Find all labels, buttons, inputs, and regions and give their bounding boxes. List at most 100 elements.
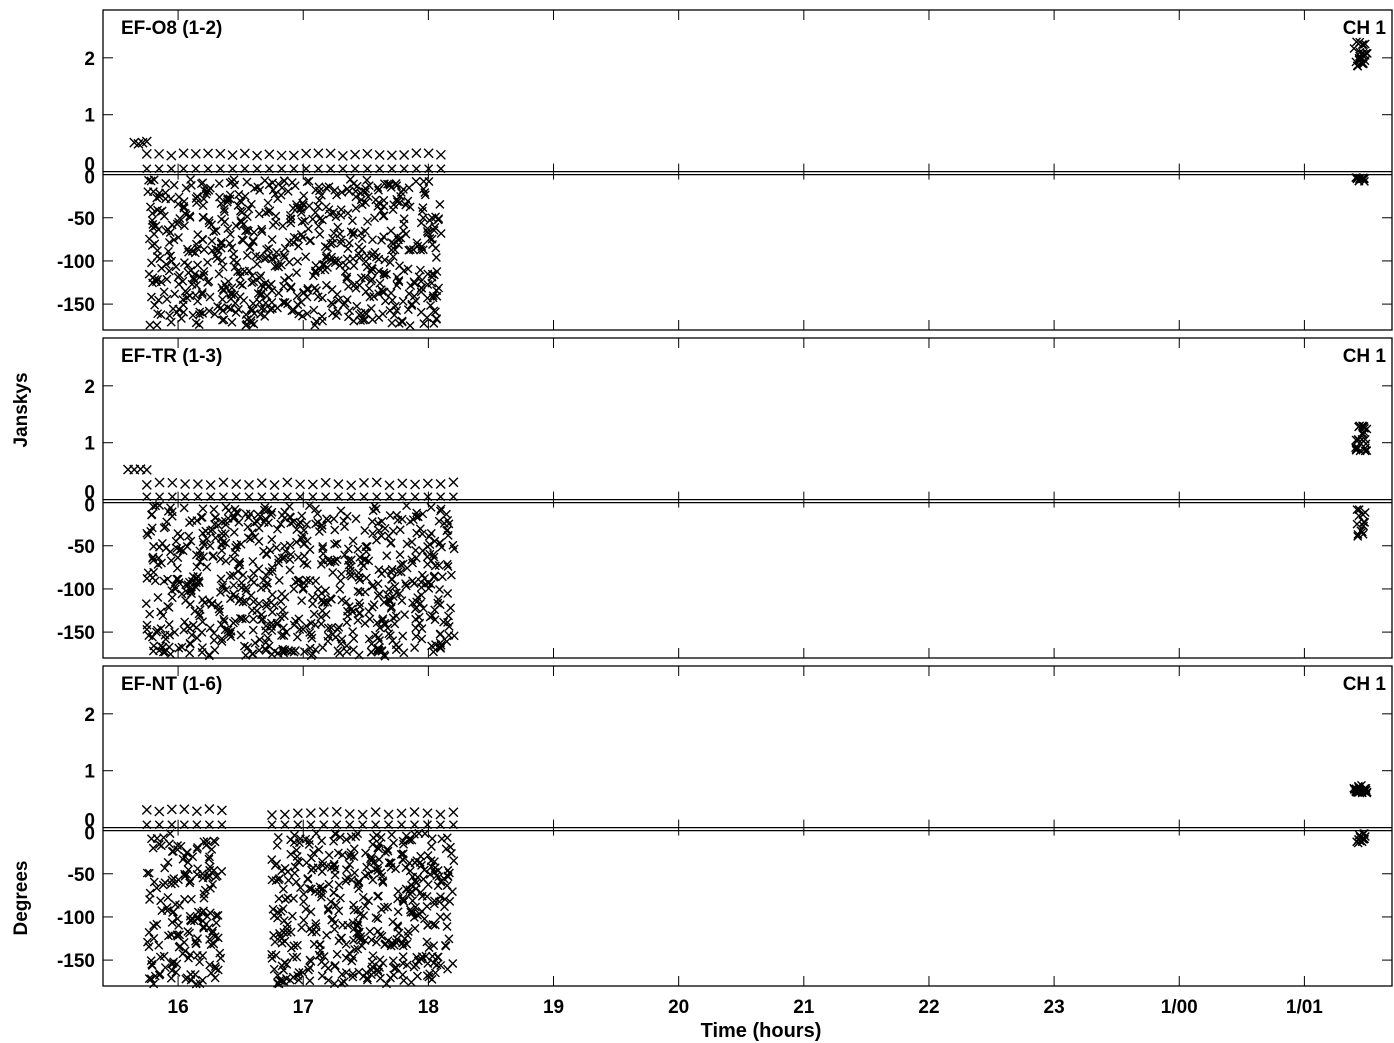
amp-point bbox=[371, 820, 381, 830]
phase-point bbox=[286, 927, 296, 937]
phase-point bbox=[427, 269, 437, 279]
phase-point bbox=[225, 194, 235, 204]
phase-point bbox=[318, 541, 328, 551]
phase-point bbox=[442, 637, 452, 647]
phase-point bbox=[281, 974, 291, 983]
phase-tick-label: -50 bbox=[68, 865, 95, 886]
phase-point bbox=[154, 500, 164, 510]
phase-point bbox=[292, 940, 302, 950]
phase-point bbox=[267, 626, 277, 636]
phase-point bbox=[280, 243, 290, 253]
phase-point bbox=[379, 270, 389, 280]
phase-point bbox=[383, 623, 393, 633]
phase-point bbox=[292, 952, 302, 962]
phase-point bbox=[410, 923, 420, 933]
phase-point bbox=[308, 214, 318, 224]
phase-point bbox=[321, 183, 331, 193]
phase-point bbox=[323, 243, 333, 253]
phase-point bbox=[377, 646, 387, 656]
phase-point bbox=[279, 648, 289, 658]
phase-point bbox=[282, 927, 292, 937]
phase-point bbox=[354, 650, 364, 660]
phase-point bbox=[402, 539, 412, 549]
phase-point bbox=[294, 241, 304, 251]
x-tick-label: 21 bbox=[793, 997, 815, 1018]
amp-point bbox=[1360, 434, 1370, 444]
phase-point bbox=[1359, 517, 1369, 527]
phase-point bbox=[397, 317, 407, 327]
panel-1: 0 1 2 0 -50 -100 -150 EF-O8 (1-2) CH 1 bbox=[57, 9, 1393, 331]
phase-point bbox=[229, 527, 239, 537]
amp-tick-label: 1 bbox=[84, 434, 95, 455]
phase-point bbox=[241, 586, 251, 596]
phase-point bbox=[172, 959, 182, 969]
phase-point bbox=[296, 230, 306, 240]
phase-point bbox=[369, 291, 379, 301]
phase-point bbox=[180, 208, 190, 218]
phase-point bbox=[342, 295, 352, 305]
phase-point bbox=[418, 604, 428, 614]
phase-point bbox=[386, 245, 396, 255]
phase-point bbox=[322, 263, 332, 273]
phase-point bbox=[442, 912, 452, 922]
phase-point bbox=[342, 511, 352, 521]
phase-point bbox=[1357, 834, 1367, 844]
amp-tick-label: 0 bbox=[84, 155, 95, 176]
phase-point bbox=[178, 276, 188, 286]
phase-point bbox=[243, 642, 253, 652]
phase-point bbox=[318, 316, 328, 326]
phase-point bbox=[380, 523, 390, 533]
phase-point bbox=[346, 227, 356, 237]
phase-point bbox=[195, 957, 205, 967]
phase-point bbox=[279, 916, 289, 926]
phase-point bbox=[167, 593, 177, 603]
phase-point bbox=[287, 911, 297, 921]
phase-point bbox=[273, 832, 283, 842]
phase-point bbox=[310, 645, 320, 655]
phase-point bbox=[244, 204, 254, 214]
amp-point bbox=[345, 820, 355, 830]
amp-point bbox=[306, 820, 316, 830]
amp-point bbox=[422, 808, 433, 819]
phase-axis-label: Degrees bbox=[11, 861, 32, 936]
phase-point bbox=[218, 537, 228, 547]
phase-point bbox=[397, 514, 407, 524]
phase-point bbox=[374, 289, 384, 299]
amp-point bbox=[282, 477, 293, 488]
phase-point bbox=[198, 617, 208, 627]
amp-point bbox=[141, 804, 152, 815]
phase-point bbox=[298, 967, 308, 977]
channel-label: CH 1 bbox=[1343, 674, 1387, 695]
phase-point bbox=[156, 558, 166, 568]
amp-point bbox=[397, 820, 407, 830]
amp-point bbox=[386, 150, 397, 161]
phase-point bbox=[320, 241, 330, 251]
phase-point bbox=[328, 568, 338, 577]
phase-point bbox=[169, 180, 179, 190]
phase-point bbox=[302, 520, 312, 529]
phase-point bbox=[160, 863, 170, 873]
phase-point bbox=[332, 190, 342, 200]
phase-point bbox=[350, 868, 360, 878]
phase-point bbox=[342, 272, 352, 282]
phase-point bbox=[344, 560, 354, 570]
phase-point bbox=[277, 976, 287, 986]
phase-point bbox=[429, 318, 439, 328]
phase-point bbox=[180, 617, 190, 627]
phase-point bbox=[205, 935, 215, 945]
phase-point bbox=[276, 260, 286, 270]
phase-point bbox=[223, 513, 233, 523]
phase-point bbox=[185, 911, 195, 921]
phase-point bbox=[414, 272, 424, 282]
phase-point bbox=[207, 525, 217, 535]
phase-point bbox=[326, 897, 336, 907]
phase-point bbox=[383, 902, 393, 912]
phase-point bbox=[363, 216, 373, 226]
phase-point bbox=[323, 963, 333, 973]
phase-point bbox=[316, 612, 326, 622]
phase-point bbox=[276, 519, 286, 529]
phase-point bbox=[349, 924, 359, 934]
phase-point bbox=[348, 935, 358, 945]
phase-point bbox=[185, 928, 194, 938]
phase-point bbox=[444, 622, 454, 631]
